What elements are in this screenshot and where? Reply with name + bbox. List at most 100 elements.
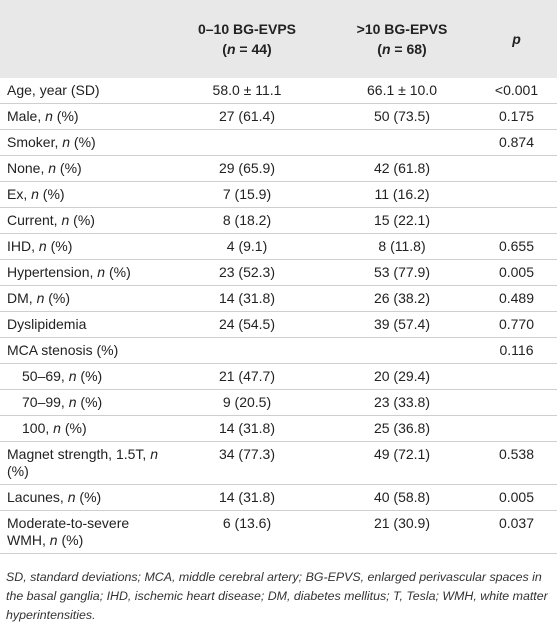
cell: 58.0 ± 11.1 [166, 78, 328, 104]
cell-text: 9 (20.5) [222, 394, 272, 410]
row-label: Moderate-to-severe WMH, n (%) [0, 510, 166, 554]
table-row: Magnet strength, 1.5T, n (%) 34 (77.3) 49 … [0, 441, 557, 485]
header-n: (n = 68) [377, 41, 427, 57]
cell: 0.175 [476, 103, 557, 130]
cell: 26 (38.2) [328, 285, 476, 312]
cell [476, 389, 557, 416]
cell-text: 29 (65.9) [218, 160, 276, 176]
table-row: 100, n (%) 14 (31.8) 25 (36.8) [0, 415, 557, 442]
label-text: Age, year (SD) [7, 82, 100, 98]
cell-text: 49 (72.1) [373, 446, 431, 462]
cell-text: 11 (16.2) [374, 186, 430, 202]
cell [166, 337, 328, 364]
cell: 0.538 [476, 441, 557, 485]
table-row: MCA stenosis (%) 0.116 [0, 337, 557, 364]
cell: 23 (33.8) [328, 389, 476, 416]
label-text: None, n (%) [7, 160, 82, 176]
cell: 7 (15.9) [166, 181, 328, 208]
cell-text: 42 (61.8) [373, 160, 431, 176]
label-text: Hypertension, n (%) [7, 264, 131, 280]
row-label: None, n (%) [0, 155, 166, 182]
data-table: 0–10 BG-EVPS (n = 44) >10 BG-EPVS (n = 68) p… [0, 0, 557, 554]
label-text: Magnet strength, 1.5T, n (%) [7, 446, 158, 479]
label-text: Dyslipidemia [7, 316, 87, 332]
cell: 42 (61.8) [328, 155, 476, 182]
row-label: Dyslipidemia [0, 311, 166, 338]
cell: 34 (77.3) [166, 441, 328, 485]
cell: 50 (73.5) [328, 103, 476, 130]
row-label: DM, n (%) [0, 285, 166, 312]
label-text: Lacunes, n (%) [7, 489, 102, 505]
cell-text: 21 (30.9) [373, 515, 431, 531]
table-row: Lacunes, n (%) 14 (31.8) 40 (58.8) 0.005 [0, 484, 557, 511]
cell-text: 23 (33.8) [373, 394, 431, 410]
row-label: Age, year (SD) [0, 78, 166, 104]
cell-text: 15 (22.1) [373, 212, 431, 228]
cell: 0.005 [476, 259, 557, 286]
cell-text: 21 (47.7) [218, 368, 276, 384]
cell-text: 14 (31.8) [218, 489, 276, 505]
cell: 39 (57.4) [328, 311, 476, 338]
table-row: 50–69, n (%) 21 (47.7) 20 (29.4) [0, 363, 557, 390]
cell [328, 129, 476, 156]
row-label: 50–69, n (%) [0, 363, 166, 390]
header-cell: >10 BG-EPVS (n = 68) [328, 0, 476, 78]
cell-text: 40 (58.8) [373, 489, 431, 505]
cell-text: 0.770 [498, 316, 535, 332]
cell [476, 155, 557, 182]
table-row: Age, year (SD) 58.0 ± 11.1 66.1 ± 10.0 <0.0… [0, 78, 557, 104]
cell: 14 (31.8) [166, 415, 328, 442]
table-row: IHD, n (%) 4 (9.1) 8 (11.8) 0.655 [0, 233, 557, 260]
cell-text: 27 (61.4) [218, 108, 276, 124]
cell-text: <0.001 [494, 82, 539, 98]
cell: 20 (29.4) [328, 363, 476, 390]
cell: 9 (20.5) [166, 389, 328, 416]
cell-text: 0.489 [498, 290, 535, 306]
cell: 0.874 [476, 129, 557, 156]
cell [476, 363, 557, 390]
cell-text: 7 (15.9) [222, 186, 272, 202]
label-text: IHD, n (%) [7, 238, 73, 254]
cell [166, 129, 328, 156]
header-cell: p [476, 0, 557, 78]
table-row: DM, n (%) 14 (31.8) 26 (38.2) 0.489 [0, 285, 557, 312]
cell: 40 (58.8) [328, 484, 476, 511]
cell-text: 20 (29.4) [373, 368, 431, 384]
cell: 25 (36.8) [328, 415, 476, 442]
cell-text: 0.005 [498, 264, 535, 280]
cell: 0.489 [476, 285, 557, 312]
label-text: Current, n (%) [7, 212, 95, 228]
cell-text: 4 (9.1) [226, 238, 268, 254]
table-row: Hypertension, n (%) 23 (52.3) 53 (77.9) 0.0… [0, 259, 557, 286]
cell-text: 0.538 [498, 446, 535, 462]
cell-text: 6 (13.6) [222, 515, 272, 531]
table-row: Dyslipidemia 24 (54.5) 39 (57.4) 0.770 [0, 311, 557, 338]
row-label: 100, n (%) [0, 415, 166, 442]
cell: 49 (72.1) [328, 441, 476, 485]
row-label: 70–99, n (%) [0, 389, 166, 416]
cell-text: 23 (52.3) [218, 264, 276, 280]
cell-text: 0.655 [498, 238, 535, 254]
cell-text: 25 (36.8) [373, 420, 431, 436]
cell: 6 (13.6) [166, 510, 328, 554]
row-label: IHD, n (%) [0, 233, 166, 260]
cell: <0.001 [476, 78, 557, 104]
cell: 14 (31.8) [166, 484, 328, 511]
cell-text: 24 (54.5) [218, 316, 276, 332]
row-label: Magnet strength, 1.5T, n (%) [0, 441, 166, 485]
label-text: Ex, n (%) [7, 186, 65, 202]
cell-text: 8 (11.8) [378, 238, 426, 254]
cell-text: 0.037 [498, 515, 535, 531]
footnote: SD, standard deviations; MCA, middle cer… [6, 570, 548, 622]
cell-text: 8 (18.2) [222, 212, 272, 228]
cell [476, 415, 557, 442]
cell-text: 53 (77.9) [373, 264, 431, 280]
row-label: Smoker, n (%) [0, 129, 166, 156]
cell [476, 181, 557, 208]
cell: 66.1 ± 10.0 [328, 78, 476, 104]
cell: 0.116 [476, 337, 557, 364]
table-row: Current, n (%) 8 (18.2) 15 (22.1) [0, 207, 557, 234]
cell-text: 14 (31.8) [218, 420, 276, 436]
cell-text: 0.175 [498, 108, 535, 124]
cell-text: 39 (57.4) [373, 316, 431, 332]
